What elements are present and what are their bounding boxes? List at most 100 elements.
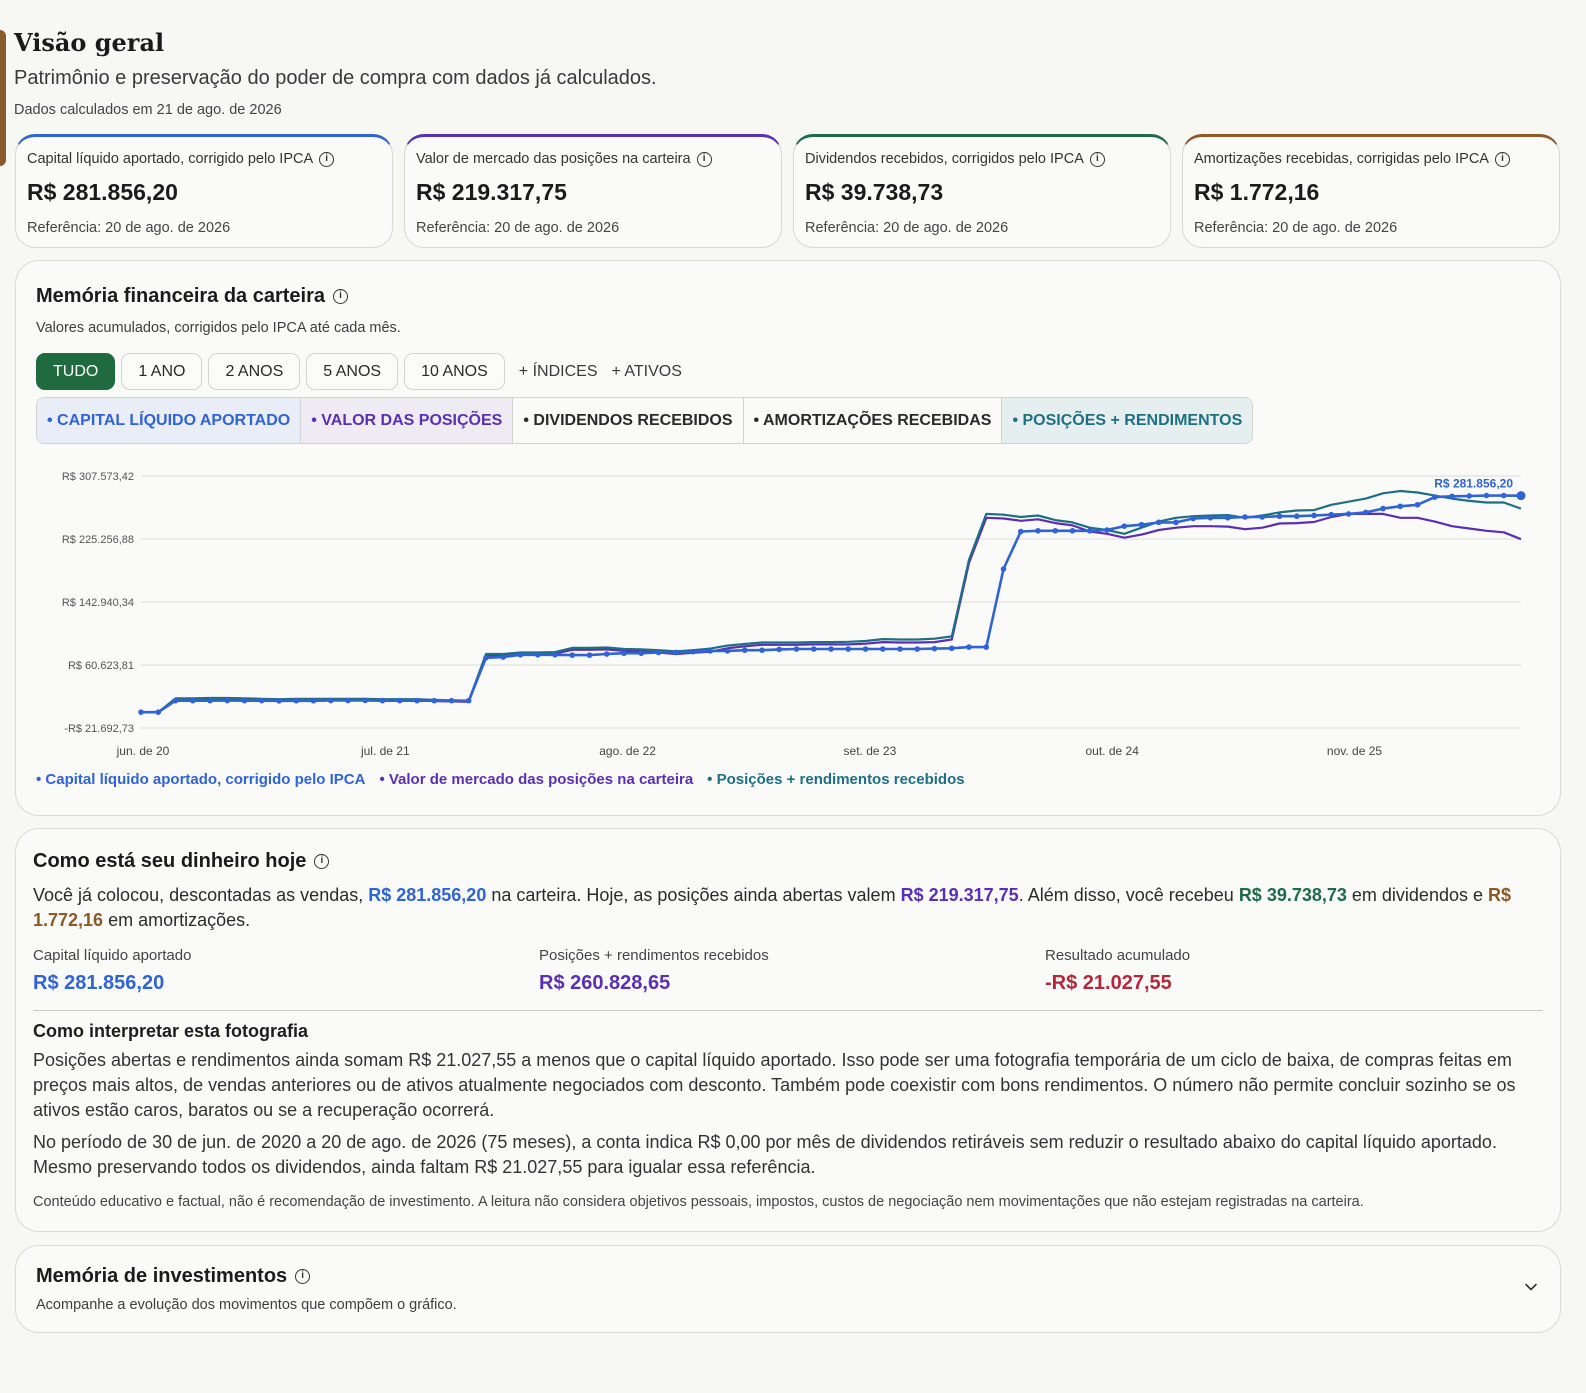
data-point (189, 697, 196, 704)
card-label-text: Capital líquido aportado, corrigido pelo… (27, 151, 314, 167)
data-point (552, 651, 558, 658)
data-point (1086, 527, 1093, 534)
data-point (897, 646, 903, 652)
info-icon[interactable]: i (295, 1269, 311, 1284)
toggle-capital[interactable]: • CAPITAL LÍQUIDO APORTADO (37, 398, 302, 443)
info-icon[interactable]: i (333, 289, 349, 304)
toggle-amortizations[interactable]: • AMORTIZAÇÕES RECEBIDAS (743, 398, 1003, 443)
card-label: Dividendos recebidos, corrigidos pelo IP… (805, 151, 1159, 167)
data-point (1017, 528, 1024, 535)
info-icon[interactable]: i (696, 151, 712, 167)
data-point (810, 646, 817, 652)
card-label: Amortizações recebidas, corrigidas pelo … (1194, 151, 1548, 167)
series-line (141, 489, 1522, 714)
interpretation-paragraph: No período de 30 de jun. de 2020 a 20 de… (33, 1132, 1497, 1177)
data-point (914, 646, 921, 652)
data-point (431, 697, 438, 704)
data-point (172, 697, 179, 704)
money-summary: Você já colocou, descontadas as vendas, … (33, 883, 1545, 933)
info-icon[interactable]: i (1089, 151, 1105, 167)
y-tick-label: R$ 60.623,81 (68, 660, 134, 672)
data-point (1397, 503, 1404, 510)
legend-positions-plus-income: • Posições + rendimentos recebidos (707, 771, 965, 788)
metric-capital: Capital líquido aportado R$ 281.856,20 (33, 947, 191, 995)
info-icon[interactable]: i (1494, 151, 1510, 167)
card-value: R$ 1.772,16 (1194, 179, 1320, 205)
data-point (776, 646, 783, 653)
data-point (1483, 492, 1490, 499)
data-point (828, 646, 834, 652)
y-tick-label: R$ 225.256,88 (62, 534, 134, 546)
card-value: R$ 219.317,75 (416, 179, 567, 205)
data-point (966, 644, 972, 650)
card-reference: Referência: 20 de ago. de 2026 (805, 220, 1009, 236)
money-metrics: Capital líquido aportado R$ 281.856,20 P… (33, 947, 1543, 1007)
series-line (141, 494, 1522, 714)
card-reference: Referência: 20 de ago. de 2026 (1194, 220, 1398, 236)
data-point (1224, 514, 1231, 521)
investments-panel-title-text: Memória de investimentos (36, 1265, 288, 1287)
data-point (1466, 493, 1473, 499)
card-value: R$ 281.856,20 (27, 179, 178, 205)
data-point (1311, 512, 1317, 519)
legend-market-value: • Valor de mercado das posições na carte… (379, 771, 694, 788)
toggle-positions-value[interactable]: • VALOR DAS POSIÇÕES (301, 398, 514, 443)
data-point (1328, 511, 1335, 518)
info-icon[interactable]: i (319, 151, 335, 167)
data-point (1242, 514, 1248, 520)
highlight-value: R$ 39.738,73 (1238, 885, 1347, 905)
card-label-text: Valor de mercado das posições na carteir… (416, 151, 691, 167)
toggle-positions-plus-income[interactable]: • POSIÇÕES + RENDIMENTOS (1002, 398, 1253, 443)
data-point (1155, 519, 1162, 526)
summary-text: na carteira. Hoje, as posições ainda abe… (486, 885, 901, 905)
data-point (983, 644, 990, 650)
add-indices-link[interactable]: + ÍNDICES (518, 362, 598, 380)
money-panel: Como está seu dinheiro hoje i Você já col… (15, 828, 1561, 1232)
interpretation-paragraph: Posições abertas e rendimentos ainda som… (33, 1050, 1516, 1120)
page-subtitle: Patrimônio e preservação do poder de com… (14, 67, 657, 89)
interpretation-title: Como interpretar esta fotografia (33, 1021, 309, 1041)
info-icon[interactable]: i (314, 854, 330, 869)
data-point (1138, 521, 1145, 528)
data-point (845, 646, 852, 652)
toggle-dividends[interactable]: • DIVIDENDOS RECEBIDOS (513, 398, 744, 443)
metric-label: Resultado acumulado (1045, 947, 1191, 964)
page-title: Visão geral (14, 28, 165, 57)
data-point (1069, 527, 1076, 534)
data-point (569, 652, 576, 658)
investments-panel-title: Memória de investimentos i (36, 1265, 457, 1288)
add-assets-link[interactable]: + ATIVOS (611, 362, 682, 380)
divider (33, 1010, 1543, 1011)
chevron-down-icon[interactable] (1524, 1280, 1538, 1294)
x-tick-label: set. de 23 (844, 744, 897, 758)
range-button-5y[interactable]: 5 ANOS (306, 353, 399, 390)
data-point (1293, 513, 1300, 520)
summary-text: em amortizações. (103, 910, 251, 930)
range-button-2y[interactable]: 2 ANOS (208, 353, 301, 390)
summary-cards: Capital líquido aportado, corrigido pelo… (15, 134, 1561, 248)
range-button-all[interactable]: TUDO (36, 353, 116, 390)
range-button-1y[interactable]: 1 ANO (121, 353, 203, 390)
range-selector: TUDO 1 ANO 2 ANOS 5 ANOS 10 ANOS + ÍNDIC… (36, 353, 690, 390)
highlight-value: R$ 1.772,16 (33, 885, 1512, 930)
summary-text: Você já colocou, descontadas as vendas, (33, 885, 369, 905)
card-label: Capital líquido aportado, corrigido pelo… (27, 151, 381, 167)
data-point (1104, 527, 1110, 533)
data-point (1414, 501, 1421, 508)
end-value-label: R$ 281.856,20 (1434, 477, 1513, 491)
data-point (500, 654, 507, 660)
card-reference: Referência: 20 de ago. de 2026 (27, 220, 231, 236)
data-point (345, 697, 351, 704)
range-button-10y[interactable]: 10 ANOS (404, 353, 505, 390)
y-tick-label: R$ 307.573,42 (62, 471, 134, 483)
metric-label: Posições + rendimentos recebidos (539, 947, 769, 964)
data-point (1449, 493, 1455, 500)
legend-capital: • Capital líquido aportado, corrigido pe… (36, 771, 366, 788)
metric-value: R$ 260.828,65 (539, 972, 671, 994)
data-point (1500, 492, 1507, 499)
data-point (724, 648, 731, 654)
card-reference: Referência: 20 de ago. de 2026 (416, 220, 620, 236)
data-point (465, 697, 472, 704)
data-point (241, 697, 248, 704)
investments-panel[interactable]: Memória de investimentos i Acompanhe a ev… (15, 1245, 1561, 1333)
